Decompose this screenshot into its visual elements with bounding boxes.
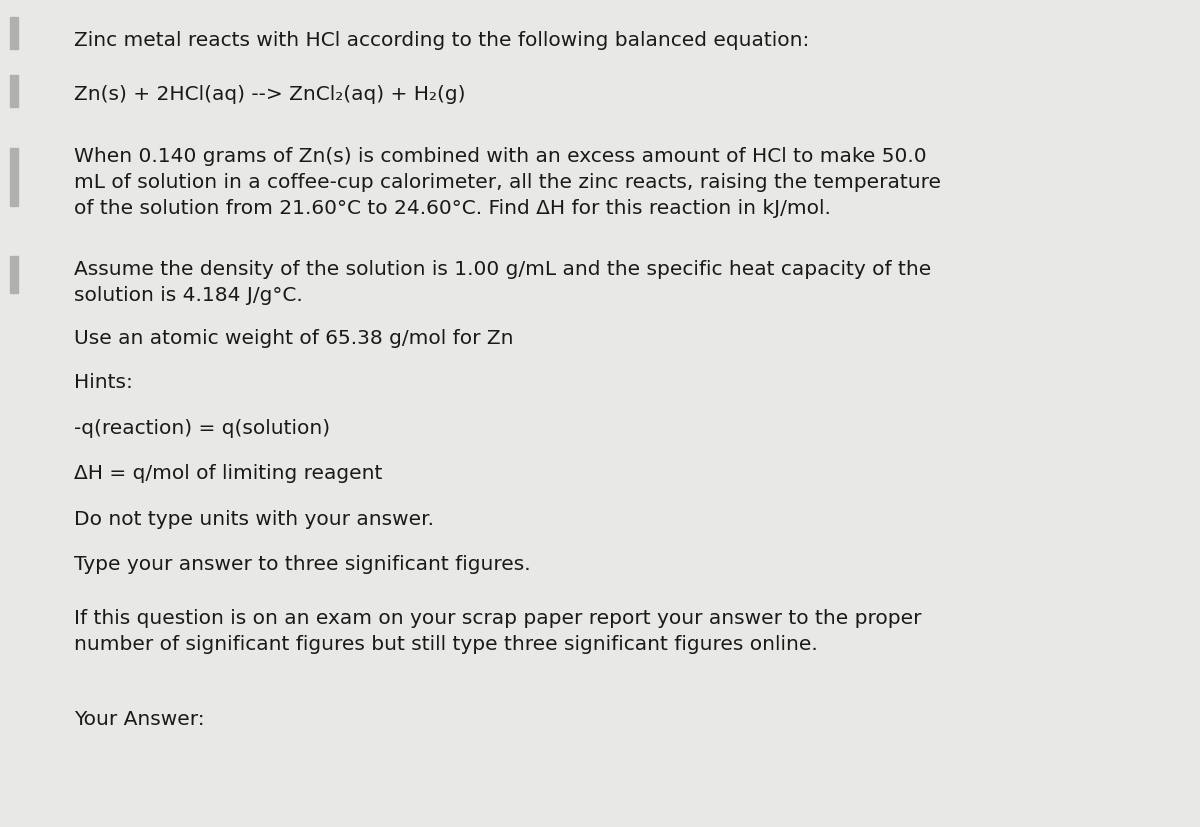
- Text: Zinc metal reacts with HCl according to the following balanced equation:: Zinc metal reacts with HCl according to …: [74, 31, 810, 50]
- Text: Do not type units with your answer.: Do not type units with your answer.: [74, 509, 434, 528]
- Bar: [10, 18, 18, 50]
- Bar: [10, 76, 18, 108]
- Text: Hints:: Hints:: [74, 373, 133, 392]
- Text: -q(reaction) = q(solution): -q(reaction) = q(solution): [74, 418, 330, 437]
- Text: Your Answer:: Your Answer:: [74, 709, 205, 728]
- Text: When 0.140 grams of Zn(s) is combined with an excess amount of HCl to make 50.0
: When 0.140 grams of Zn(s) is combined wi…: [74, 147, 942, 218]
- Text: Type your answer to three significant figures.: Type your answer to three significant fi…: [74, 554, 532, 573]
- Bar: [10, 149, 18, 207]
- Bar: [10, 256, 18, 294]
- Text: Use an atomic weight of 65.38 g/mol for Zn: Use an atomic weight of 65.38 g/mol for …: [74, 328, 514, 347]
- Text: Assume the density of the solution is 1.00 g/mL and the specific heat capacity o: Assume the density of the solution is 1.…: [74, 260, 931, 304]
- Text: ΔH = q/mol of limiting reagent: ΔH = q/mol of limiting reagent: [74, 463, 383, 482]
- Text: If this question is on an exam on your scrap paper report your answer to the pro: If this question is on an exam on your s…: [74, 609, 922, 653]
- Text: Zn(s) + 2HCl(aq) --> ZnCl₂(aq) + H₂(g): Zn(s) + 2HCl(aq) --> ZnCl₂(aq) + H₂(g): [74, 85, 466, 104]
